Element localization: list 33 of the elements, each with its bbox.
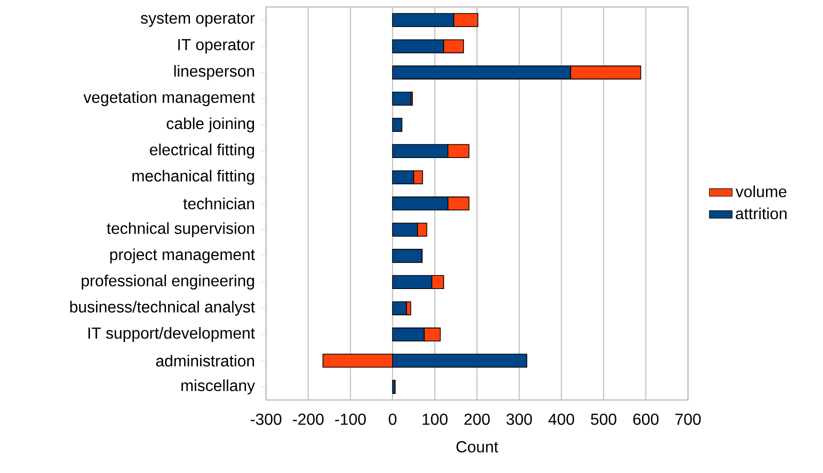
y-tick-label: technician	[183, 198, 254, 210]
x-tick-label: 500	[590, 414, 616, 425]
x-tick-label: -100	[335, 414, 366, 425]
x-tick-label: 100	[422, 414, 448, 425]
y-tick-label: linesperson	[174, 65, 254, 80]
x-tick-label: 700	[675, 414, 701, 425]
x-tick-label: 300	[506, 414, 532, 425]
y-tick-label: system operator	[140, 13, 255, 27]
bar	[392, 248, 423, 263]
legend-label: attrition	[736, 207, 787, 220]
y-tick-label: IT operator	[178, 39, 255, 54]
y-tick-label: vegetation management	[83, 91, 255, 106]
x-tick-label: 600	[633, 414, 659, 425]
y-tick-label: business/technical analyst	[70, 300, 255, 316]
y-tick-label: IT support/development	[88, 327, 255, 342]
y-tick-label: technical supervision	[106, 222, 254, 238]
y-tick-label: project management	[110, 248, 255, 264]
x-tick-label: 0	[388, 414, 396, 425]
x-tick-label: -300	[250, 414, 282, 425]
x-axis-title: Count	[456, 441, 498, 452]
bar	[392, 92, 412, 106]
x-tick-label: 200	[464, 414, 490, 425]
x-tick-label: 400	[548, 414, 574, 425]
y-tick-label: professional engineering	[82, 274, 254, 290]
y-tick-label: mechanical fitting	[132, 170, 254, 185]
y-tick-label: administration	[156, 354, 254, 367]
legend-label: volume	[736, 186, 786, 198]
x-tick-label: -200	[292, 414, 324, 425]
y-tick-label: electrical fitting	[150, 144, 254, 159]
bar	[392, 118, 402, 132]
y-tick-label: cable joining	[166, 117, 254, 132]
bar	[392, 301, 407, 316]
y-tick-label: miscellany	[181, 379, 256, 394]
